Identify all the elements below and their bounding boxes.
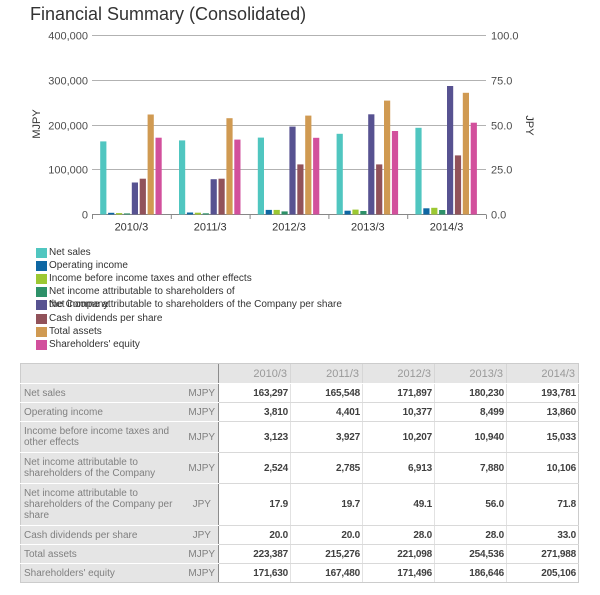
svg-text:400,000: 400,000 <box>48 31 88 43</box>
svg-text:50.0: 50.0 <box>491 121 512 133</box>
svg-text:25.0: 25.0 <box>491 165 512 177</box>
svg-text:300,000: 300,000 <box>48 76 88 88</box>
svg-text:2011/3: 2011/3 <box>194 222 227 234</box>
svg-text:0: 0 <box>82 210 88 222</box>
svg-text:100.0: 100.0 <box>491 31 519 43</box>
svg-text:100,000: 100,000 <box>48 165 88 177</box>
svg-text:2010/3: 2010/3 <box>115 222 149 234</box>
svg-text:2012/3: 2012/3 <box>272 222 306 234</box>
svg-text:JPY: JPY <box>523 115 535 136</box>
svg-text:2013/3: 2013/3 <box>351 222 385 234</box>
svg-text:2014/3: 2014/3 <box>430 222 464 234</box>
svg-text:75.0: 75.0 <box>491 76 512 88</box>
svg-text:0.0: 0.0 <box>491 210 506 222</box>
svg-text:200,000: 200,000 <box>48 121 88 133</box>
svg-text:MJPY: MJPY <box>31 109 43 139</box>
